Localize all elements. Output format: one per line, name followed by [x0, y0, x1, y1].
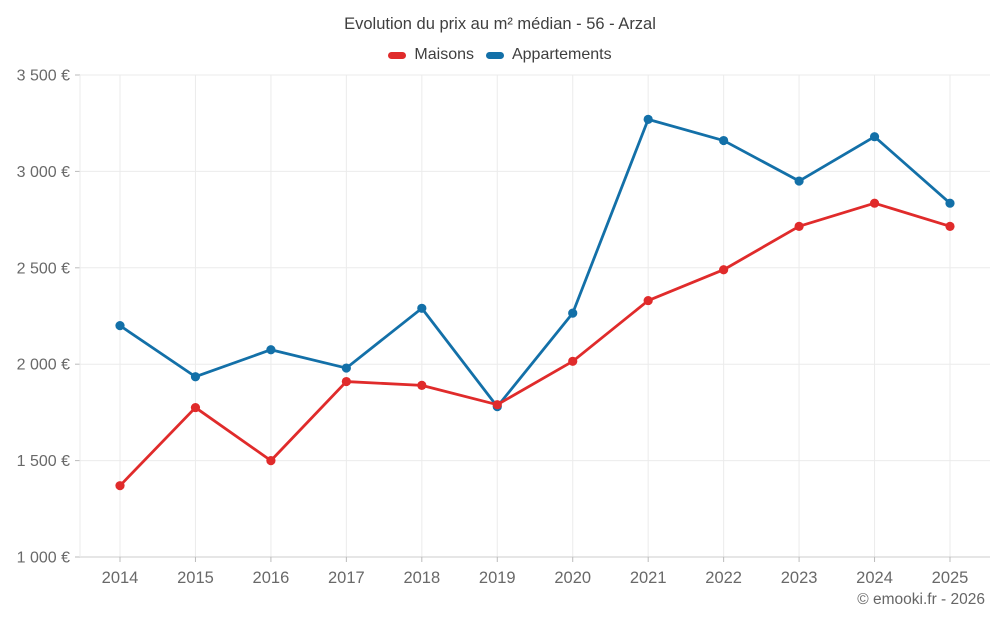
y-tick-label: 2 500 € — [17, 260, 70, 277]
data-point-maisons-2014[interactable] — [115, 481, 125, 491]
maisons-color-swatch — [388, 51, 407, 59]
data-point-maisons-2023[interactable] — [794, 221, 804, 231]
data-point-maisons-2024[interactable] — [869, 198, 880, 208]
legend-item-maisons[interactable]: Maisons — [388, 46, 474, 64]
data-point-appartements-2021[interactable] — [643, 114, 653, 124]
x-tick-label: 2024 — [856, 569, 893, 587]
data-point-maisons-2017[interactable] — [341, 376, 351, 387]
series-line-maisons — [118, 201, 952, 488]
y-tick-label: 3 500 € — [17, 68, 70, 85]
legend-label-appartements: Appartements — [511, 46, 612, 63]
data-point-maisons-2016[interactable] — [266, 456, 276, 466]
data-point-appartements-2022[interactable] — [719, 135, 729, 146]
data-point-maisons-2015[interactable] — [190, 402, 201, 413]
legend-item-appartements[interactable]: Appartements — [485, 46, 612, 64]
x-tick-label: 2020 — [554, 569, 591, 587]
x-tick-label: 2015 — [177, 569, 214, 587]
data-point-maisons-2019[interactable] — [492, 400, 502, 410]
y-tick-label: 3 000 € — [17, 164, 70, 181]
data-point-maisons-2022[interactable] — [719, 265, 729, 275]
data-point-appartements-2017[interactable] — [341, 363, 351, 373]
data-point-appartements-2015[interactable] — [190, 372, 201, 382]
chart-title: Evolution du prix au m² médian - 56 - Ar… — [344, 15, 656, 33]
data-point-appartements-2023[interactable] — [794, 176, 804, 186]
x-tick-label: 2019 — [479, 569, 516, 587]
data-point-maisons-2018[interactable] — [417, 380, 427, 391]
data-point-maisons-2020[interactable] — [568, 356, 578, 366]
data-point-appartements-2016[interactable] — [266, 345, 276, 355]
y-tick-label: 2 000 € — [17, 357, 70, 374]
data-point-appartements-2025[interactable] — [945, 198, 955, 208]
x-tick-label: 2023 — [781, 569, 818, 587]
y-tick-label: 1 000 € — [17, 550, 70, 567]
x-tick-label: 2016 — [253, 569, 290, 587]
chart-legend: Maisons Appartements — [0, 46, 1000, 64]
x-tick-label: 2017 — [328, 569, 365, 587]
data-point-maisons-2021[interactable] — [643, 295, 653, 306]
data-point-appartements-2020[interactable] — [568, 308, 578, 318]
series-line-appartements — [118, 117, 952, 409]
attribution-text: © emooki.fr - 2026 — [857, 591, 985, 608]
x-tick-label: 2018 — [403, 569, 440, 587]
legend-label-maisons: Maisons — [414, 46, 474, 63]
y-tick-label: 1 500 € — [17, 453, 70, 470]
x-tick-label: 2022 — [705, 569, 742, 587]
data-point-maisons-2025[interactable] — [945, 221, 955, 231]
data-point-appartements-2018[interactable] — [417, 303, 427, 313]
x-tick-label: 2025 — [932, 569, 969, 587]
x-tick-label: 2021 — [630, 569, 667, 587]
appartements-color-swatch — [485, 51, 504, 59]
data-point-appartements-2014[interactable] — [115, 321, 125, 331]
data-point-appartements-2024[interactable] — [869, 132, 880, 142]
x-tick-label: 2014 — [102, 569, 139, 587]
